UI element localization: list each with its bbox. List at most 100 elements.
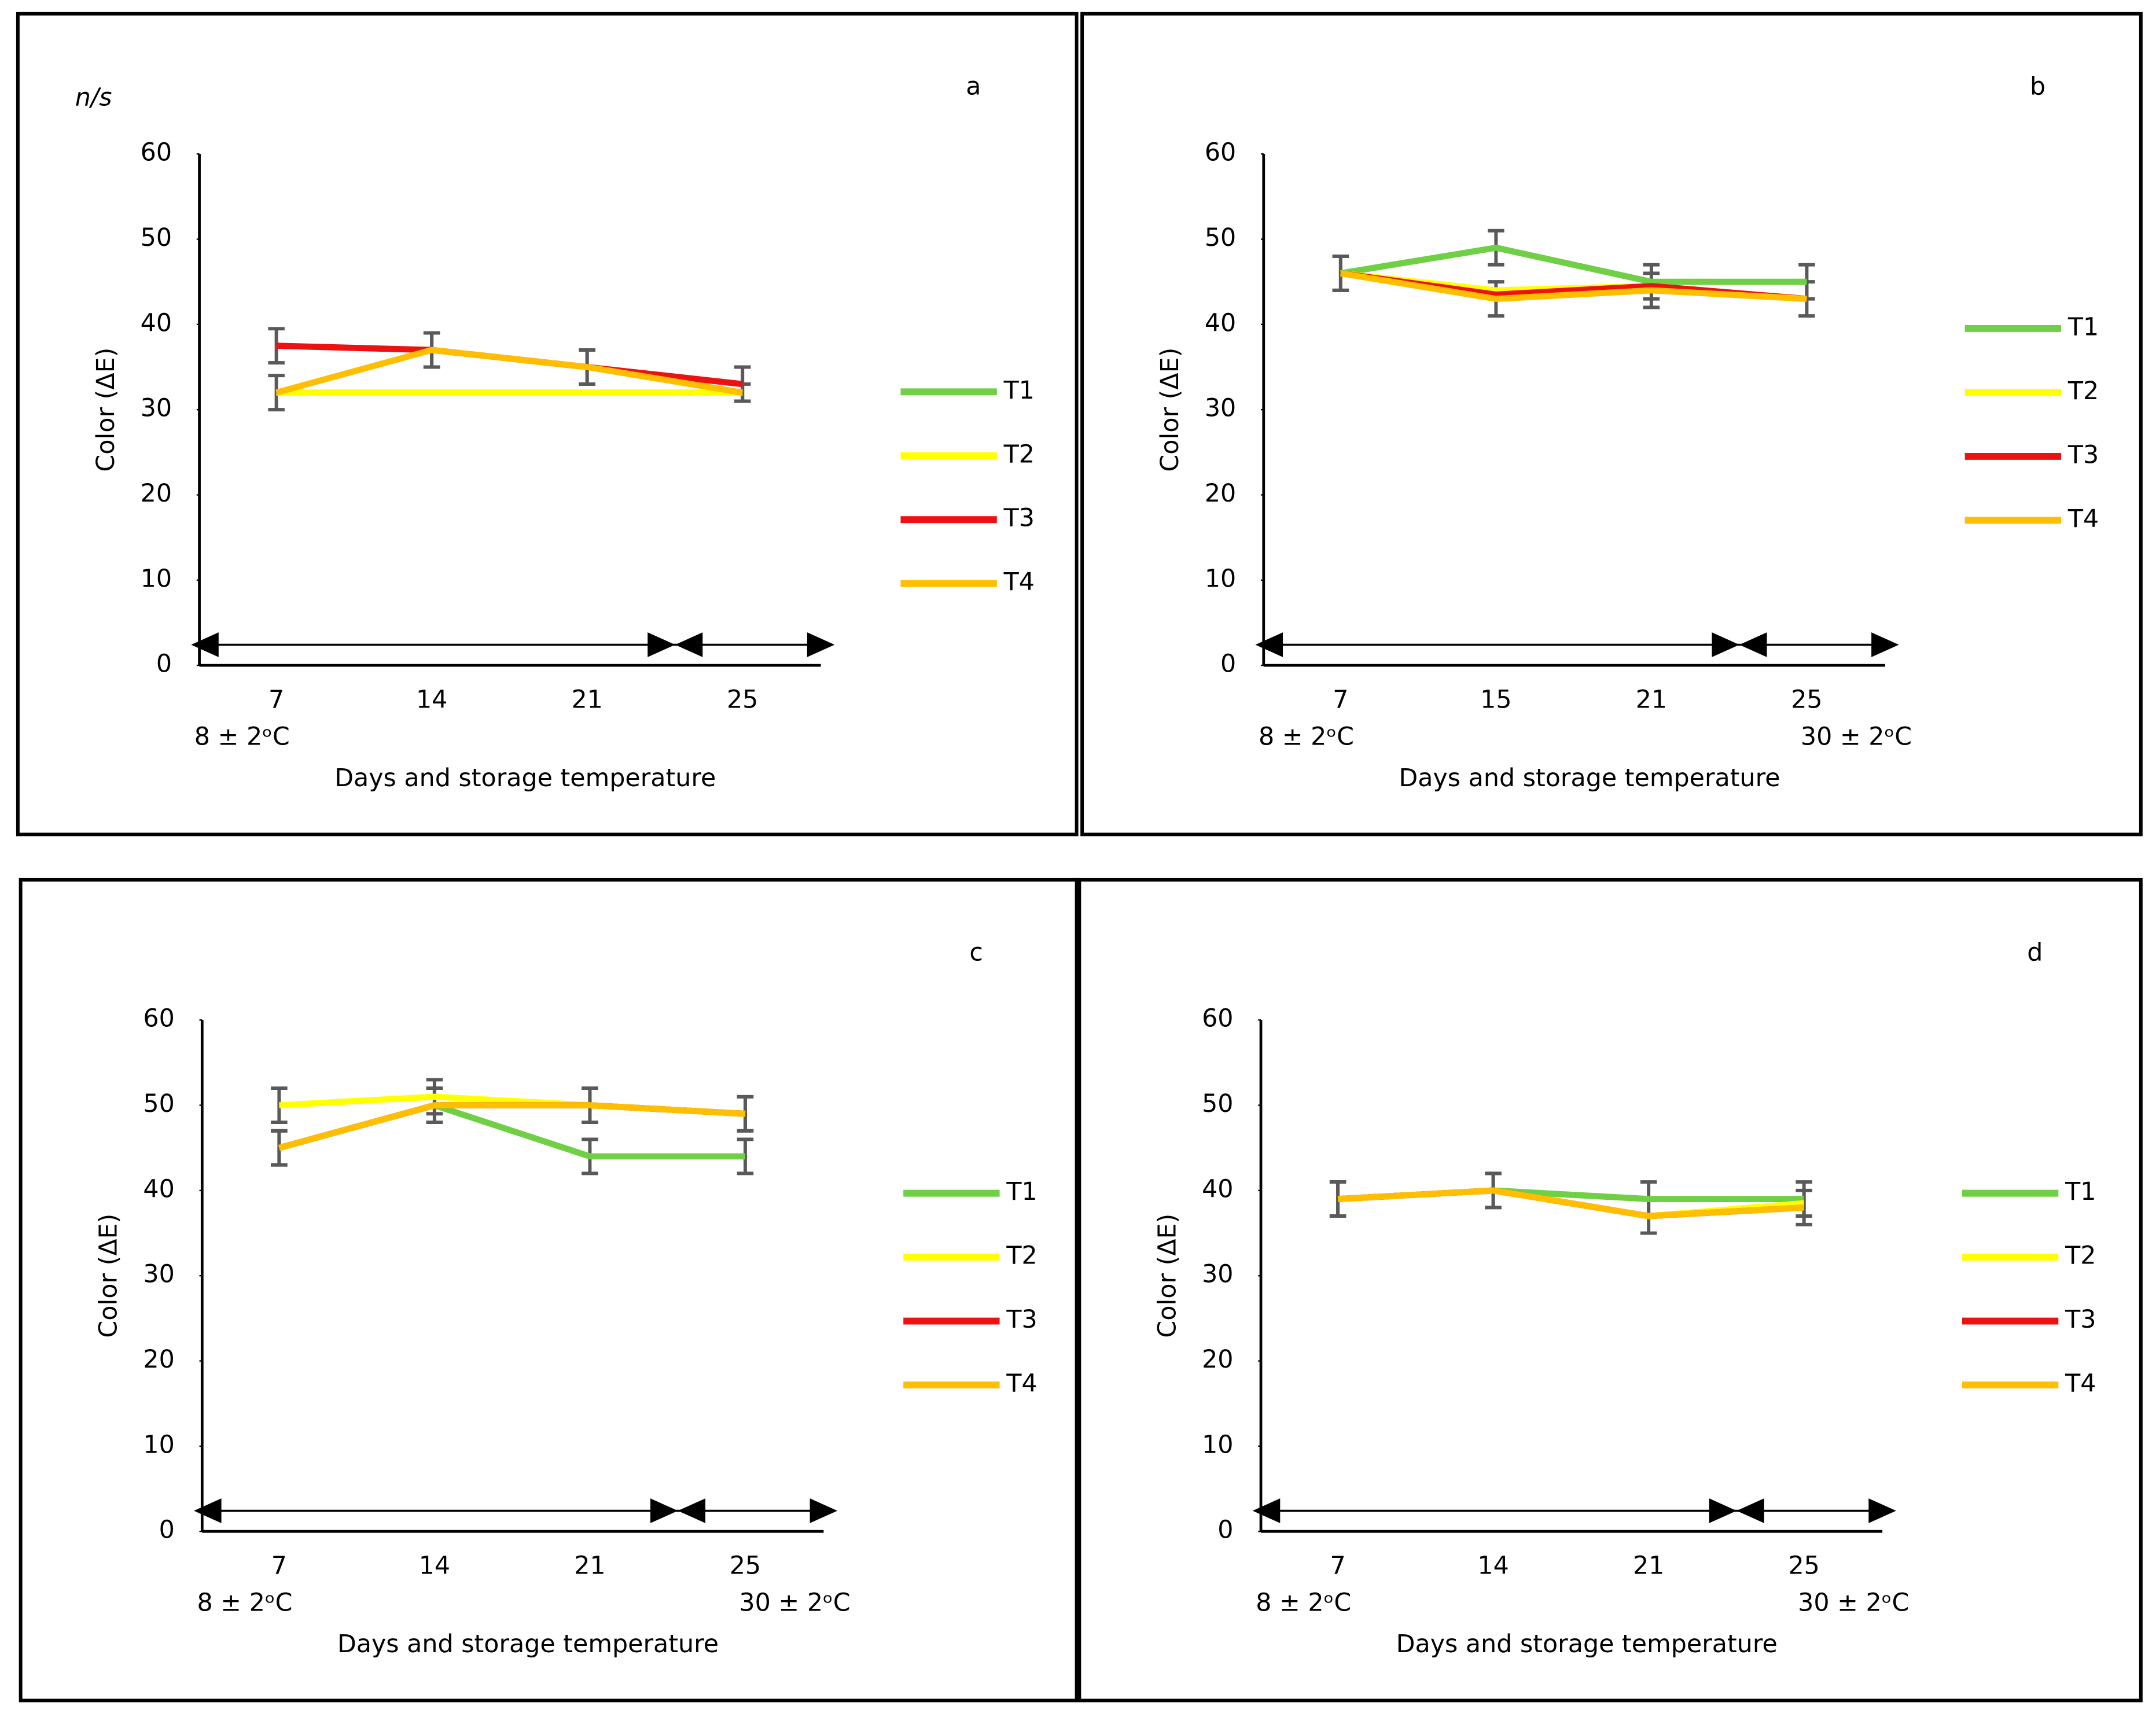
y-tick-label: 60 (143, 1004, 174, 1033)
arrow-head (1871, 632, 1899, 657)
arrow-head (194, 1498, 222, 1523)
error-bar (1329, 1180, 1346, 1218)
legend-label: T1 (1006, 1177, 1037, 1206)
legend-label: T3 (1003, 504, 1035, 533)
temperature-label: 8 ± 2ᵒC (1259, 723, 1354, 751)
panel: d 0 10 20 30 40 50 60 7 14 21 25 8 ± 2ᵒC 30 ± 2ᵒC Colo… (1077, 878, 2143, 1703)
x-tick-label: 21 (1633, 1551, 1664, 1580)
legend-label: T2 (1003, 440, 1035, 469)
legend-label: T2 (2067, 377, 2099, 406)
x-tick-label: 14 (419, 1551, 450, 1580)
y-tick-label: 0 (1220, 650, 1236, 679)
temperature-label: 8 ± 2ᵒC (194, 723, 290, 751)
arrow-head (650, 1498, 678, 1523)
y-tick-label: 30 (1202, 1260, 1233, 1289)
arrow-head (1252, 1498, 1281, 1523)
series-line (1340, 270, 1807, 302)
y-tick-label: 10 (1205, 564, 1236, 593)
y-tick-label: 30 (141, 394, 172, 423)
x-tick-label: 25 (727, 685, 758, 714)
panel-frame (19, 878, 1079, 1703)
y-tick-label: 60 (141, 138, 172, 167)
y-tick-label: 40 (1205, 308, 1236, 337)
y-axis-label: Color (ΔE) (1153, 1214, 1182, 1338)
y-tick-label: 10 (1202, 1430, 1233, 1459)
y-axis-label: Color (ΔE) (91, 348, 120, 472)
arrow-head (1255, 632, 1283, 657)
x-tick-label: 7 (268, 685, 284, 714)
y-tick-label: 10 (143, 1430, 174, 1459)
arrow-head (810, 1498, 838, 1523)
x-tick-label: 15 (1480, 685, 1511, 714)
series-line (1337, 1187, 1804, 1219)
series-line (278, 1102, 746, 1151)
arrow-head (1712, 632, 1739, 657)
panel-label: a (966, 72, 981, 101)
legend-label: T2 (2065, 1241, 2096, 1270)
y-tick-label: 50 (141, 223, 172, 252)
legend-label: T3 (2065, 1305, 2096, 1334)
legend-label: T4 (2065, 1369, 2096, 1398)
temperature-label: 8 ± 2ᵒC (1256, 1589, 1351, 1617)
y-tick-label: 50 (1205, 223, 1236, 252)
x-tick-label: 25 (730, 1551, 761, 1580)
y-tick-label: 40 (143, 1174, 174, 1203)
x-tick-label: 14 (1477, 1551, 1509, 1580)
panel: c 0 10 20 30 40 50 60 7 14 21 25 8 ± 2ᵒC 30 ± 2ᵒC Colo… (19, 878, 1079, 1703)
x-tick-label: 25 (1788, 1551, 1819, 1580)
y-tick-label: 20 (141, 479, 172, 508)
legend-label: T4 (1003, 568, 1035, 596)
annotation: n/s (75, 83, 112, 112)
panel-frame (16, 12, 1079, 837)
x-tick-label: 7 (1330, 1551, 1346, 1580)
y-tick-label: 60 (1202, 1004, 1233, 1033)
y-tick-label: 20 (143, 1345, 174, 1374)
legend-label: T4 (2067, 504, 2099, 533)
legend-label: T4 (1006, 1369, 1037, 1398)
temperature-label: 8 ± 2ᵒC (197, 1589, 292, 1617)
x-tick-label: 7 (271, 1551, 287, 1580)
y-tick-label: 0 (159, 1516, 175, 1545)
x-tick-label: 7 (1333, 685, 1348, 714)
arrow-head (1868, 1498, 1896, 1523)
temperature-label: 30 ± 2ᵒC (1801, 723, 1912, 751)
legend-label: T3 (1006, 1305, 1037, 1334)
arrow-head (807, 632, 835, 657)
arrow-head (1739, 632, 1767, 657)
y-tick-label: 50 (143, 1089, 174, 1118)
arrow-head (1736, 1498, 1764, 1523)
series-line (275, 347, 744, 396)
legend-label: T3 (2067, 440, 2099, 469)
x-axis-label: Days and storage temperature (1396, 1630, 1778, 1659)
arrow-head (678, 1498, 706, 1523)
y-axis-label: Color (ΔE) (1156, 348, 1184, 472)
panel-frame (1080, 12, 2143, 837)
y-tick-label: 10 (141, 564, 172, 593)
x-tick-label: 14 (416, 685, 447, 714)
legend-label: T1 (2067, 312, 2099, 341)
panel-frame (1077, 878, 2143, 1703)
y-tick-label: 20 (1205, 479, 1236, 508)
y-tick-label: 30 (143, 1260, 174, 1289)
y-tick-label: 0 (1217, 1516, 1233, 1545)
x-axis-label: Days and storage temperature (1399, 764, 1780, 793)
y-axis-label: Color (ΔE) (94, 1214, 123, 1338)
y-tick-label: 40 (1202, 1174, 1233, 1203)
panel-label: b (2030, 72, 2045, 101)
y-tick-label: 20 (1202, 1345, 1233, 1374)
panel-label: c (969, 938, 983, 967)
legend-label: T2 (1006, 1241, 1037, 1270)
x-tick-label: 21 (571, 685, 602, 714)
legend-label: T1 (2065, 1177, 2096, 1206)
arrow-head (675, 632, 703, 657)
arrow-head (191, 632, 219, 657)
y-tick-label: 60 (1205, 138, 1236, 167)
arrow-head (647, 632, 675, 657)
temperature-label: 30 ± 2ᵒC (1798, 1589, 1909, 1617)
y-tick-label: 0 (156, 650, 172, 679)
y-tick-label: 50 (1202, 1089, 1233, 1118)
arrow-head (1709, 1498, 1737, 1523)
panel-label: d (2027, 938, 2043, 967)
temperature-label: 30 ± 2ᵒC (739, 1589, 850, 1617)
legend-label: T1 (1003, 376, 1035, 405)
